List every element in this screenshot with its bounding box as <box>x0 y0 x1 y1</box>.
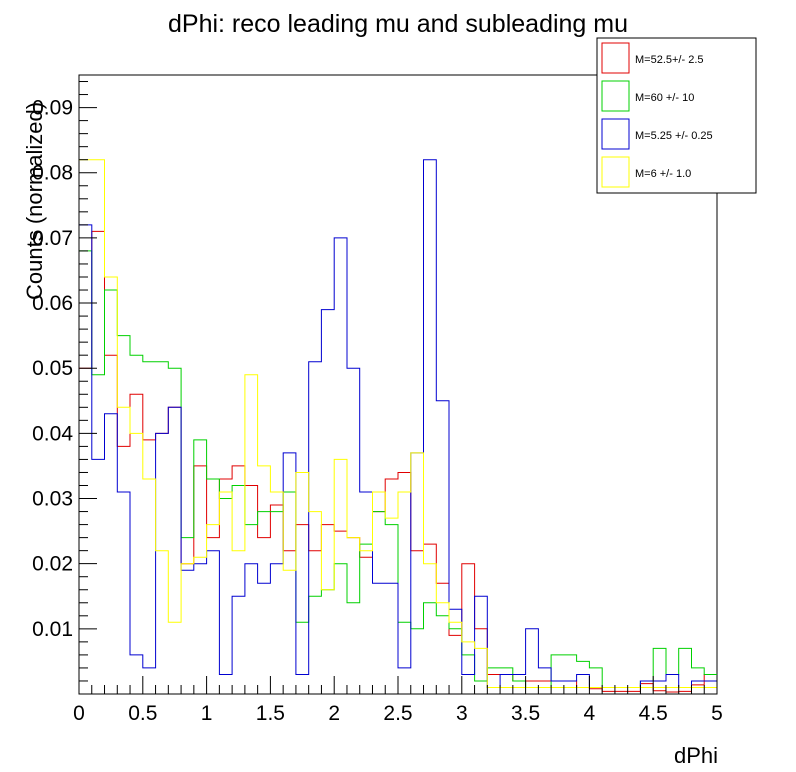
x-axis-label: dPhi <box>673 743 718 768</box>
legend-label-3: M=6 +/- 1.0 <box>635 168 691 180</box>
x-tick-label: 0 <box>73 702 85 725</box>
series-line-3 <box>79 159 717 688</box>
y-tick-label: 0.07 <box>32 227 73 250</box>
x-tick-label: 1 <box>201 702 213 725</box>
x-tick-label: 3.5 <box>511 702 540 725</box>
y-tick-label: 0.05 <box>32 357 73 380</box>
legend-label-0: M=52.5+/- 2.5 <box>635 54 704 66</box>
y-axis-label: Counts (normalized) <box>22 101 47 300</box>
x-tick-label: 0.5 <box>128 702 157 725</box>
x-tick-label: 2.5 <box>383 702 412 725</box>
y-tick-label: 0.03 <box>32 488 73 511</box>
legend-swatch-2 <box>601 118 630 150</box>
legend-swatch-3 <box>601 156 630 188</box>
x-tick-label: 5 <box>711 702 723 725</box>
x-tick-label: 4.5 <box>639 702 668 725</box>
x-tick-label: 4 <box>584 702 596 725</box>
x-tick-label: 3 <box>456 702 468 725</box>
y-tick-label: 0.02 <box>32 553 73 576</box>
x-tick-label: 2 <box>328 702 340 725</box>
legend-swatch-1 <box>601 80 630 112</box>
x-tick-label: 1.5 <box>256 702 285 725</box>
legend-box <box>596 37 757 194</box>
legend-swatch-0 <box>601 42 630 74</box>
y-tick-label: 0.01 <box>32 618 73 641</box>
chart-title: dPhi: reco leading mu and subleading mu <box>167 10 629 38</box>
y-tick-label: 0.06 <box>32 292 73 315</box>
series-line-2 <box>79 159 717 688</box>
series-line-1 <box>79 250 717 688</box>
y-tick-label: 0.09 <box>32 97 73 120</box>
y-tick-label: 0.04 <box>32 422 73 445</box>
y-tick-label: 0.08 <box>32 162 73 185</box>
legend-label-2: M=5.25 +/- 0.25 <box>635 130 713 142</box>
legend-label-1: M=60 +/- 10 <box>635 92 694 104</box>
